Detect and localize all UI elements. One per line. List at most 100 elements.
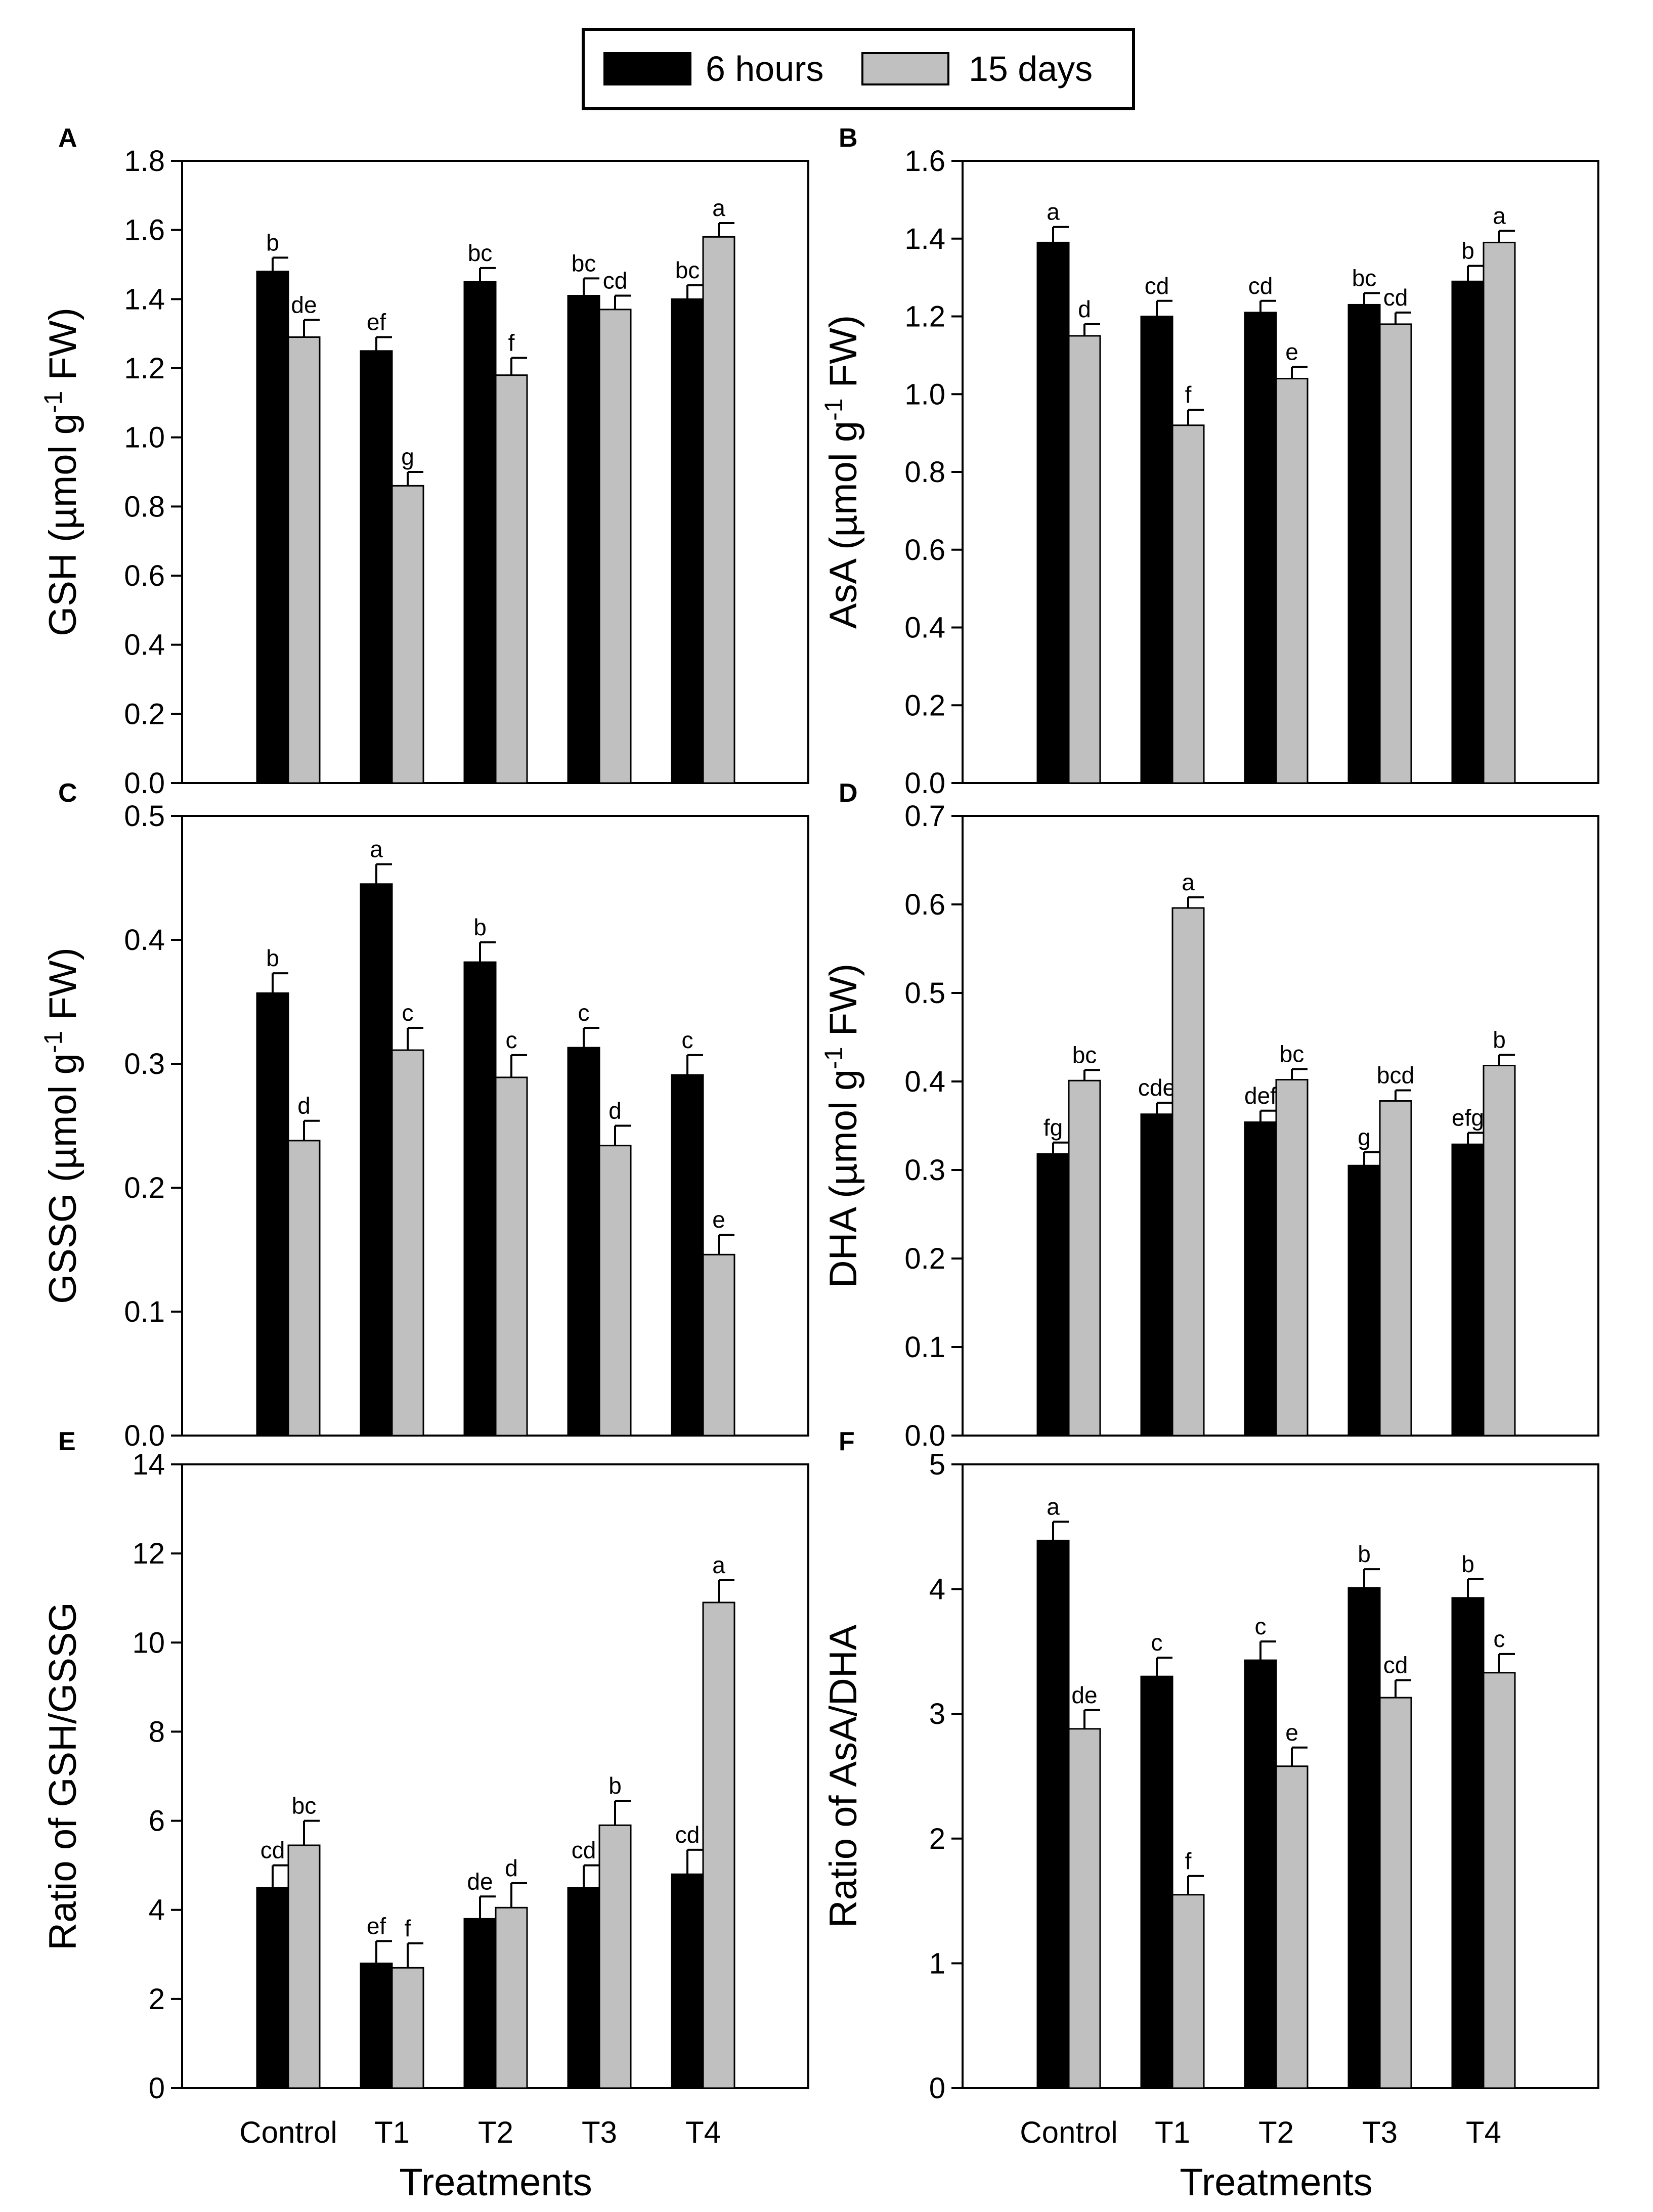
y-tick-label: 5 [929,1448,945,1481]
significance-letter: de [291,291,317,318]
significance-letter: d [297,1093,311,1119]
significance-letter: cd [675,1821,700,1848]
bar-15d-t1 [391,1049,424,1437]
y-tick-label: 1.0 [124,421,165,454]
panel-letter: D [839,778,858,808]
bar-15d-t1 [1171,907,1205,1437]
bar-6h-t4 [671,1074,704,1437]
bar-15d-t3 [1379,1697,1412,2089]
significance-letter: a [1047,199,1060,225]
y-axis-label-superscript: -1 [39,391,67,413]
bar-15d-t3 [1379,1100,1412,1437]
significance-letter: b [473,914,487,940]
legend: 6 hours 15 days [582,28,1135,110]
y-tick-label: 0.0 [124,1419,165,1452]
bar-6h-t4 [671,298,704,784]
significance-letter: cd [1383,1652,1408,1678]
y-tick-label: 1.4 [904,223,945,255]
bar-15d-t3 [598,1824,632,2089]
significance-letter: e [712,1206,725,1233]
bar-6h-control [1036,1539,1070,2089]
y-axis-label-part: DHA (µmol g [822,1069,865,1288]
y-tick-label: 0.4 [904,612,945,644]
bar-6h-control [256,271,289,784]
panel-D: D 0.0 0.1 0.2 0.3 0.4 0.5 0.6 0.7 DHA (µmol g-1 F… [819,778,1599,1452]
significance-letter: a [712,1552,725,1578]
significance-letter: efg [1452,1105,1484,1131]
legend-swatch-1 [603,52,691,85]
bar-15d-t4 [702,236,735,784]
significance-letter: e [1285,1719,1298,1746]
legend-label-1: 6 hours [706,49,823,89]
x-axis-label: Treatments [399,2161,592,2204]
bar-15d-t2 [1275,1079,1309,1437]
bar-15d-control [1068,1728,1101,2089]
significance-letter: c [578,1000,590,1026]
significance-letter: f [1185,1848,1192,1874]
significance-letter: cd [1383,284,1408,311]
bar-6h-t4 [1451,1597,1485,2089]
bar-6h-control [256,1887,289,2089]
y-tick-label: 4 [149,1894,165,1927]
significance-letter: bc [292,1793,317,1819]
bar-6h-t2 [1244,1659,1277,2089]
bar-15d-t4 [702,1253,735,1437]
legend-swatch-2 [861,52,949,85]
x-tick-label: T1 [374,2115,410,2149]
significance-letter: f [508,330,515,356]
y-axis-label: DHA (µmol g-1 FW) [819,964,865,1288]
y-tick-label: 1.4 [124,283,165,316]
y-axis-label-part: FW) [41,947,84,1031]
bar-15d-t1 [391,485,424,784]
y-tick-label: 1.6 [124,214,165,247]
y-axis-label-part: GSSG (µmol g [41,1053,84,1304]
bar-6h-control [256,992,289,1437]
bar-6h-t3 [1347,1164,1381,1437]
bar-6h-t1 [1140,1113,1173,1437]
y-tick-label: 2 [149,1983,165,2016]
significance-letter: bc [1352,265,1377,291]
significance-letter: b [266,945,279,971]
significance-letter: def [1244,1082,1277,1109]
bar-6h-t2 [1244,1121,1277,1437]
y-tick-label: 1 [929,1947,945,1980]
y-axis-label-part: AsA (µmol g [822,421,865,629]
y-tick-label: 0 [149,2072,165,2105]
y-tick-label: 0.0 [904,767,945,800]
y-axis-label: GSH (µmol g-1 FW) [39,308,84,636]
significance-letter: de [1071,1682,1097,1708]
bar-15d-t4 [1483,1672,1516,2089]
bar-15d-t4 [1483,1065,1516,1437]
y-tick-label: 1.8 [124,145,165,178]
bar-6h-t2 [463,281,497,784]
significance-letter: c [1151,1629,1163,1656]
x-tick-label: T3 [582,2115,617,2149]
x-tick-label: Control [239,2115,337,2149]
significance-letter: b [1493,1027,1506,1053]
bar-15d-t2 [495,374,528,784]
bar-15d-t2 [495,1076,528,1437]
x-axis-label: Treatments [1180,2161,1373,2204]
bar-15d-t1 [1171,1894,1205,2089]
y-tick-label: 12 [132,1537,165,1570]
panel-B: B 0.0 0.2 0.4 0.6 0.8 1.0 1.2 1.4 1.6 AsA (µmol g-… [819,123,1599,800]
significance-letter: d [1078,296,1091,322]
y-tick-label: 1.6 [904,145,945,178]
bar-15d-t2 [495,1906,528,2089]
significance-letter: bc [1072,1042,1097,1068]
significance-letter: cd [260,1837,285,1863]
significance-letter: bc [1280,1041,1304,1067]
bar-6h-t1 [360,350,393,784]
x-tick-label: T4 [685,2115,721,2149]
y-tick-label: 1.0 [904,378,945,411]
significance-letter: cd [1248,273,1273,299]
significance-letter: a [370,836,383,862]
y-axis-label-part: FW) [822,964,865,1047]
panel-letter: B [839,123,858,153]
bar-15d-t1 [391,1967,424,2089]
legend-label-2: 15 days [969,49,1093,89]
bar-15d-control [287,1844,321,2089]
y-axis-label: Ratio of AsA/DHA [822,1624,865,1928]
y-axis-label-superscript: -1 [39,1031,67,1053]
